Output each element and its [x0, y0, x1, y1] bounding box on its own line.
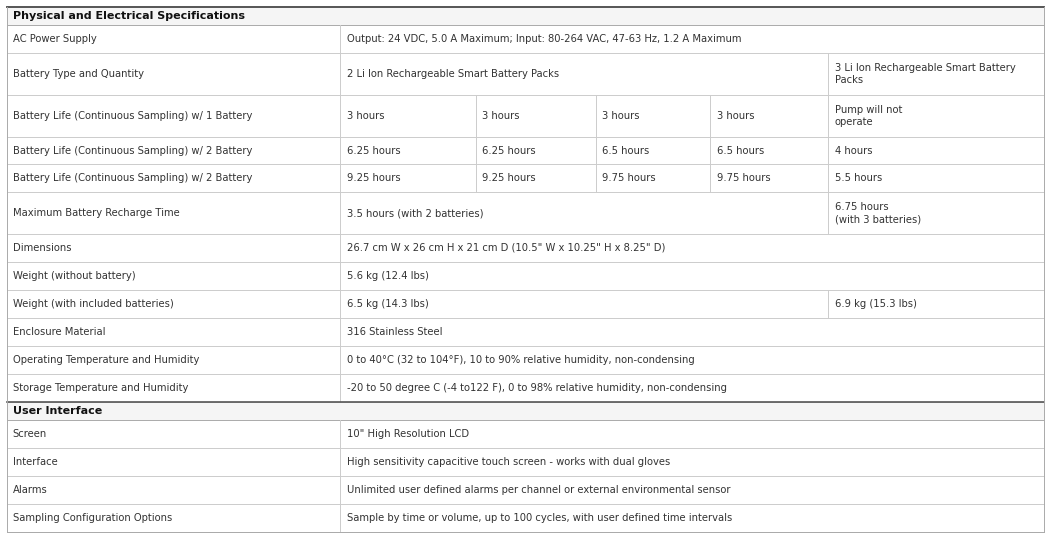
Text: 5.5 hours: 5.5 hours [835, 174, 882, 183]
Text: 2 Li Ion Rechargeable Smart Battery Packs: 2 Li Ion Rechargeable Smart Battery Pack… [347, 69, 559, 79]
Text: Dimensions: Dimensions [13, 243, 71, 253]
Text: Weight (with included batteries): Weight (with included batteries) [13, 299, 174, 309]
Text: 6.5 hours: 6.5 hours [717, 146, 764, 156]
Text: Maximum Battery Recharge Time: Maximum Battery Recharge Time [13, 208, 179, 218]
Text: 9.75 hours: 9.75 hours [602, 174, 656, 183]
Text: Screen: Screen [13, 429, 47, 439]
Text: 10" High Resolution LCD: 10" High Resolution LCD [347, 429, 469, 439]
Text: 6.75 hours
(with 3 batteries): 6.75 hours (with 3 batteries) [835, 202, 921, 224]
Text: 3 hours: 3 hours [602, 111, 640, 121]
Text: 0 to 40°C (32 to 104°F), 10 to 90% relative humidity, non-condensing: 0 to 40°C (32 to 104°F), 10 to 90% relat… [347, 355, 694, 364]
Text: Battery Life (Continuous Sampling) w/ 2 Battery: Battery Life (Continuous Sampling) w/ 2 … [13, 174, 253, 183]
Text: 6.25 hours: 6.25 hours [482, 146, 536, 156]
Text: Weight (without battery): Weight (without battery) [13, 271, 136, 281]
Text: 3 hours: 3 hours [482, 111, 520, 121]
Text: Interface: Interface [13, 457, 57, 467]
Text: 3 Li Ion Rechargeable Smart Battery
Packs: 3 Li Ion Rechargeable Smart Battery Pack… [835, 63, 1015, 85]
Text: Physical and Electrical Specifications: Physical and Electrical Specifications [13, 11, 245, 21]
Text: 6.25 hours: 6.25 hours [347, 146, 400, 156]
Text: Pump will not
operate: Pump will not operate [835, 105, 902, 127]
Bar [6, 401, 1044, 420]
Text: Enclosure Material: Enclosure Material [13, 327, 105, 337]
Text: Output: 24 VDC, 5.0 A Maximum; Input: 80-264 VAC, 47-63 Hz, 1.2 A Maximum: Output: 24 VDC, 5.0 A Maximum; Input: 80… [347, 34, 741, 45]
Text: 9.75 hours: 9.75 hours [717, 174, 770, 183]
Text: 3 hours: 3 hours [717, 111, 754, 121]
Text: 6.9 kg (15.3 lbs): 6.9 kg (15.3 lbs) [835, 299, 917, 309]
Text: 9.25 hours: 9.25 hours [482, 174, 536, 183]
Text: Sampling Configuration Options: Sampling Configuration Options [13, 513, 172, 523]
Text: Alarms: Alarms [13, 485, 48, 495]
Bar [6, 7, 1044, 26]
Text: 6.5 kg (14.3 lbs): 6.5 kg (14.3 lbs) [347, 299, 429, 309]
Text: Battery Life (Continuous Sampling) w/ 1 Battery: Battery Life (Continuous Sampling) w/ 1 … [13, 111, 253, 121]
Text: 5.6 kg (12.4 lbs): 5.6 kg (12.4 lbs) [347, 271, 429, 281]
Text: 3.5 hours (with 2 batteries): 3.5 hours (with 2 batteries) [347, 208, 483, 218]
Text: -20 to 50 degree C (-4 to122 F), 0 to 98% relative humidity, non-condensing: -20 to 50 degree C (-4 to122 F), 0 to 98… [347, 382, 727, 393]
Text: AC Power Supply: AC Power Supply [13, 34, 97, 45]
Text: High sensitivity capacitive touch screen - works with dual gloves: High sensitivity capacitive touch screen… [347, 457, 669, 467]
Text: 4 hours: 4 hours [835, 146, 872, 156]
Text: 26.7 cm W x 26 cm H x 21 cm D (10.5" W x 10.25" H x 8.25" D): 26.7 cm W x 26 cm H x 21 cm D (10.5" W x… [347, 243, 665, 253]
Text: Battery Type and Quantity: Battery Type and Quantity [13, 69, 144, 79]
Text: Unlimited user defined alarms per channel or external environmental sensor: Unlimited user defined alarms per channe… [347, 485, 730, 495]
Text: Storage Temperature and Humidity: Storage Temperature and Humidity [13, 382, 188, 393]
Text: 316 Stainless Steel: 316 Stainless Steel [347, 327, 442, 337]
Text: 6.5 hours: 6.5 hours [602, 146, 649, 156]
Text: Sample by time or volume, up to 100 cycles, with user defined time intervals: Sample by time or volume, up to 100 cycl… [347, 513, 732, 523]
Text: User Interface: User Interface [13, 406, 102, 416]
Text: 9.25 hours: 9.25 hours [347, 174, 400, 183]
Text: Battery Life (Continuous Sampling) w/ 2 Battery: Battery Life (Continuous Sampling) w/ 2 … [13, 146, 253, 156]
Text: Operating Temperature and Humidity: Operating Temperature and Humidity [13, 355, 199, 364]
Text: 3 hours: 3 hours [347, 111, 384, 121]
